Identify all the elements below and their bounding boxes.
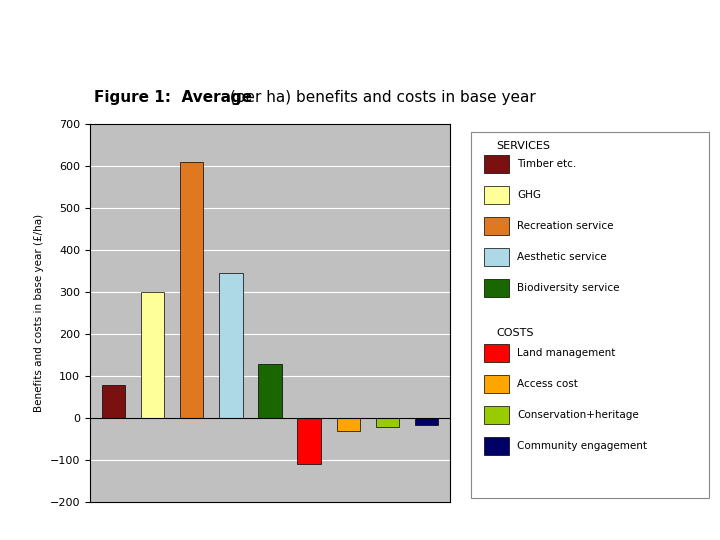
Bar <box>297 418 321 464</box>
Text: Land management: Land management <box>517 348 616 358</box>
FancyBboxPatch shape <box>484 248 509 266</box>
Text: eftec: eftec <box>13 6 100 35</box>
Text: Aesthetic service: Aesthetic service <box>517 252 607 262</box>
Text: Figure 1:  Average: Figure 1: Average <box>94 90 252 105</box>
FancyBboxPatch shape <box>484 155 509 173</box>
Text: GHG: GHG <box>517 190 541 200</box>
FancyBboxPatch shape <box>484 437 509 455</box>
FancyBboxPatch shape <box>471 132 708 498</box>
Bar <box>376 418 399 427</box>
Text: Access cost: Access cost <box>517 379 578 389</box>
Text: Timber etc.: Timber etc. <box>517 159 576 169</box>
Bar <box>336 418 360 431</box>
FancyBboxPatch shape <box>484 375 509 393</box>
Bar <box>415 418 438 424</box>
Text: Biodiversity service: Biodiversity service <box>517 283 619 293</box>
Text: Conservation+heritage: Conservation+heritage <box>517 410 639 420</box>
FancyBboxPatch shape <box>484 279 509 297</box>
Y-axis label: Benefits and costs in base year (£/ha): Benefits and costs in base year (£/ha) <box>35 214 44 412</box>
Bar <box>180 162 204 418</box>
Text: SERVICES: SERVICES <box>497 141 551 151</box>
Text: Community engagement: Community engagement <box>517 441 647 451</box>
FancyBboxPatch shape <box>484 406 509 424</box>
Bar <box>219 273 243 418</box>
Text: COSTS: COSTS <box>497 328 534 339</box>
Text: Economics for the Environment Consultancy: Economics for the Environment Consultanc… <box>35 55 266 65</box>
FancyBboxPatch shape <box>484 217 509 235</box>
FancyBboxPatch shape <box>484 186 509 204</box>
Bar <box>102 384 125 418</box>
FancyBboxPatch shape <box>484 344 509 362</box>
Text: Recreation service: Recreation service <box>517 221 613 231</box>
Bar <box>141 292 164 418</box>
Bar <box>258 363 282 418</box>
Text: (per ha) benefits and costs in base year: (per ha) benefits and costs in base year <box>225 90 536 105</box>
